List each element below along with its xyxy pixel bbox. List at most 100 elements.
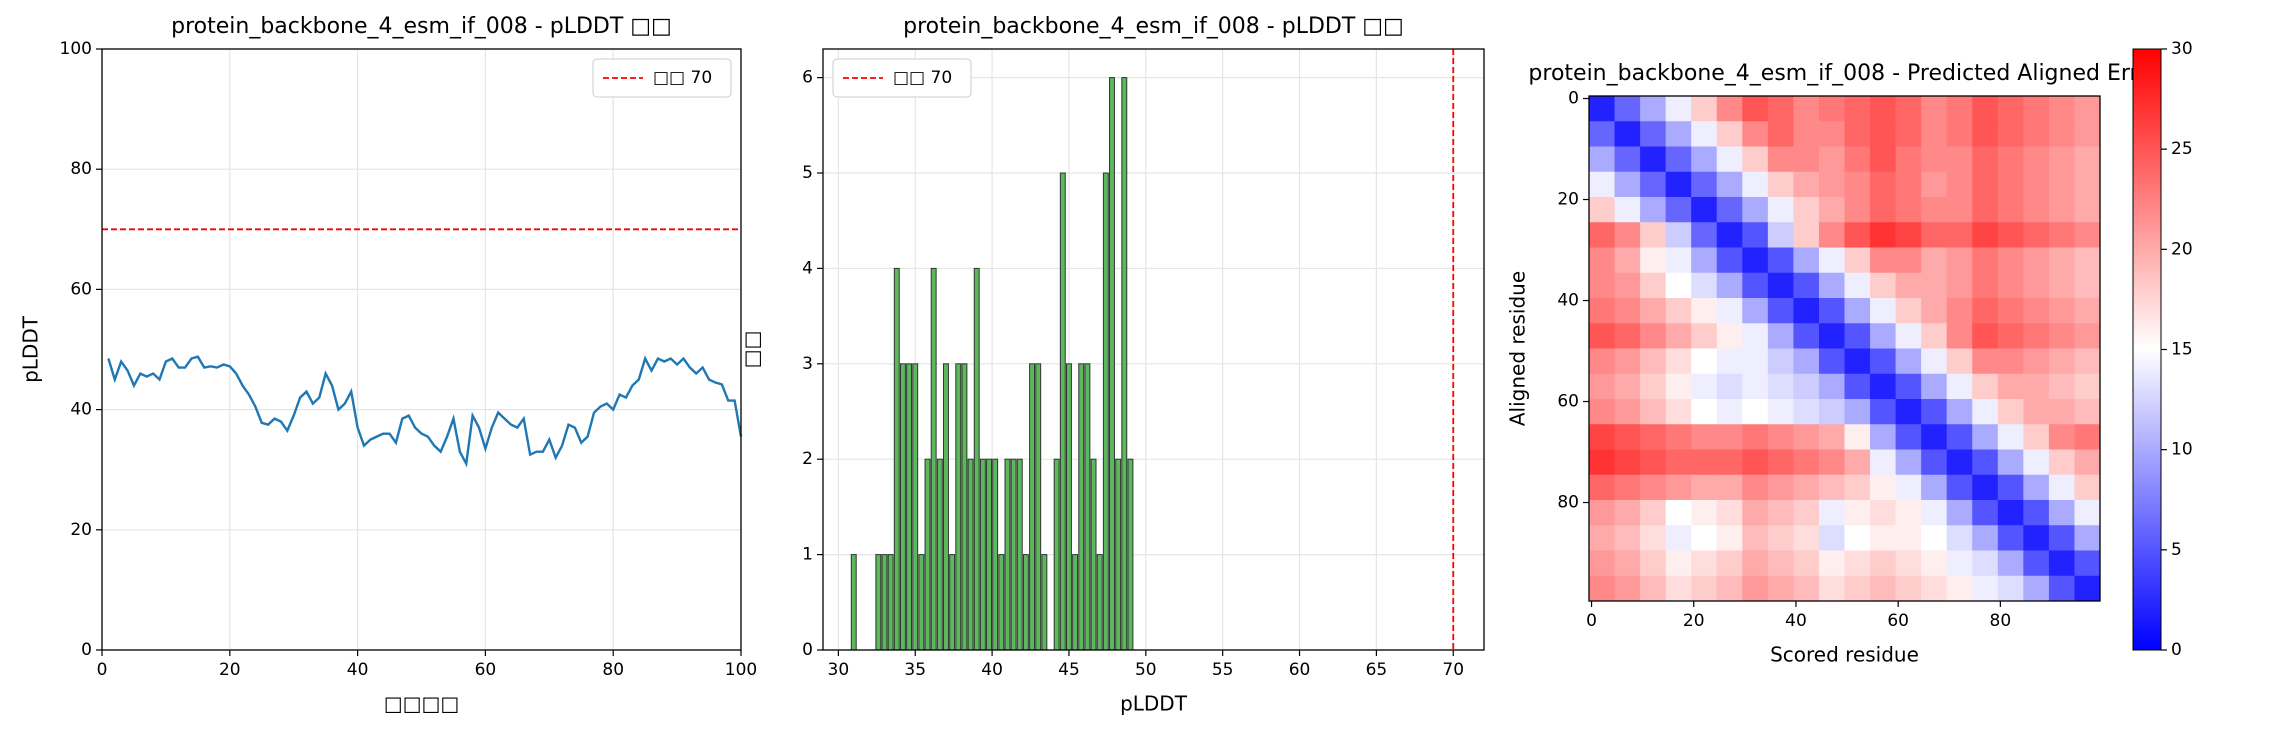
heatmap-cell xyxy=(1818,449,1845,476)
heatmap-cell xyxy=(1818,121,1845,147)
heatmap-cell xyxy=(1614,399,1641,425)
heatmap-cell xyxy=(1895,298,1922,324)
heatmap-cell xyxy=(1665,272,1692,299)
heatmap-cell xyxy=(1895,323,1922,349)
x-tick-label: 30 xyxy=(828,660,850,680)
heatmap-cell xyxy=(1895,500,1922,526)
heatmap-cell xyxy=(1767,247,1794,274)
heatmap-cell xyxy=(1716,96,1743,122)
heatmap-cell xyxy=(1691,575,1718,602)
heatmap-cell xyxy=(1589,298,1616,324)
heatmap-cell xyxy=(1997,197,2024,223)
heatmap-cell xyxy=(1716,550,1743,577)
heatmap-cell xyxy=(1691,525,1718,551)
y-axis-label: pLDDT xyxy=(19,315,43,383)
histogram-bar xyxy=(1090,458,1097,651)
heatmap-cell xyxy=(1793,323,1820,349)
heatmap-cell xyxy=(1640,525,1667,551)
heatmap-cell xyxy=(2048,272,2075,299)
legend-box xyxy=(592,58,732,98)
histogram-bar xyxy=(1084,363,1091,651)
heatmap-cell xyxy=(1921,171,1948,198)
heatmap-cell xyxy=(2048,298,2075,324)
heatmap-cell xyxy=(1640,247,1667,274)
y-tick-label: 6 xyxy=(802,68,813,88)
heatmap-cell xyxy=(1665,500,1692,526)
axes-frame xyxy=(1588,95,2101,602)
heatmap-cell xyxy=(1640,171,1667,198)
heatmap-cell xyxy=(1691,373,1718,400)
heatmap-cell xyxy=(1589,348,1616,375)
heatmap-cell xyxy=(2048,424,2075,450)
heatmap-cell xyxy=(1818,197,1845,223)
heatmap-cell xyxy=(1793,272,1820,299)
y-tick-label: 20 xyxy=(70,520,92,540)
heatmap-cell xyxy=(1844,575,1871,602)
heatmap-cell xyxy=(1870,197,1897,223)
heatmap-cell xyxy=(1844,323,1871,349)
heatmap-cell xyxy=(1972,222,1999,248)
legend-box xyxy=(832,58,972,98)
heatmap-cell xyxy=(1997,424,2024,450)
heatmap-cell xyxy=(1921,525,1948,551)
histogram-bar xyxy=(1059,172,1066,651)
heatmap-cell xyxy=(1767,348,1794,375)
heatmap-cell xyxy=(1997,247,2024,274)
heatmap-cell xyxy=(1870,96,1897,122)
heatmap-cell xyxy=(1946,146,1973,173)
histogram-bar xyxy=(1096,554,1103,651)
heatmap-cell xyxy=(1716,399,1743,425)
chart-title: protein_backbone_4_esm_if_008 - pLDDT □□ xyxy=(903,14,1404,39)
heatmap-cell xyxy=(1870,272,1897,299)
histogram-bar xyxy=(906,363,913,651)
heatmap-cell xyxy=(2023,550,2050,577)
histogram-bar xyxy=(1127,458,1134,651)
heatmap-cell xyxy=(1895,449,1922,476)
histogram-bar xyxy=(1041,554,1048,651)
heatmap-cell xyxy=(2023,373,2050,400)
heatmap-cell xyxy=(1767,399,1794,425)
heatmap-cell xyxy=(1793,348,1820,375)
heatmap-cell xyxy=(1640,474,1667,501)
heatmap-cell xyxy=(1589,550,1616,577)
heatmap-cell xyxy=(1946,247,1973,274)
heatmap-cell xyxy=(1716,222,1743,248)
x-tick-label: 40 xyxy=(347,660,369,680)
heatmap-cell xyxy=(1844,96,1871,122)
heatmap-cell xyxy=(1589,525,1616,551)
heatmap-cell xyxy=(1972,373,1999,400)
histogram-bar xyxy=(1010,458,1017,651)
plddt-line xyxy=(107,355,743,468)
y-axis-label: Aligned residue xyxy=(1506,271,1530,426)
heatmap-cell xyxy=(1921,247,1948,274)
x-axis-label: Scored residue xyxy=(1770,643,1919,667)
heatmap-cell xyxy=(1716,197,1743,223)
histogram-bar xyxy=(1072,554,1079,651)
heatmap-cell xyxy=(1818,272,1845,299)
heatmap-cell xyxy=(1793,449,1820,476)
heatmap-cell xyxy=(1742,449,1769,476)
colorbar-tick-label: 15 xyxy=(2171,340,2193,360)
heatmap-cell xyxy=(1742,171,1769,198)
heatmap-cell xyxy=(1767,500,1794,526)
heatmap-cell xyxy=(1946,298,1973,324)
heatmap-cell xyxy=(1742,272,1769,299)
heatmap-cell xyxy=(2074,373,2101,400)
heatmap-cell xyxy=(1691,272,1718,299)
heatmap-cell xyxy=(1640,323,1667,349)
heatmap-cell xyxy=(2074,272,2101,299)
histogram-bar xyxy=(992,458,999,651)
heatmap-cell xyxy=(2048,247,2075,274)
heatmap-cell xyxy=(2048,575,2075,602)
histogram-bar xyxy=(955,363,962,651)
heatmap-cell xyxy=(2048,348,2075,375)
heatmap-cell xyxy=(1818,525,1845,551)
heatmap-cell xyxy=(2074,298,2101,324)
heatmap-cell xyxy=(1742,298,1769,324)
heatmap-cell xyxy=(1946,121,1973,147)
heatmap-cell xyxy=(1640,550,1667,577)
heatmap-cell xyxy=(2023,500,2050,526)
histogram-bar xyxy=(961,363,968,651)
heatmap-cell xyxy=(1691,171,1718,198)
y-tick-label: 3 xyxy=(802,354,813,374)
